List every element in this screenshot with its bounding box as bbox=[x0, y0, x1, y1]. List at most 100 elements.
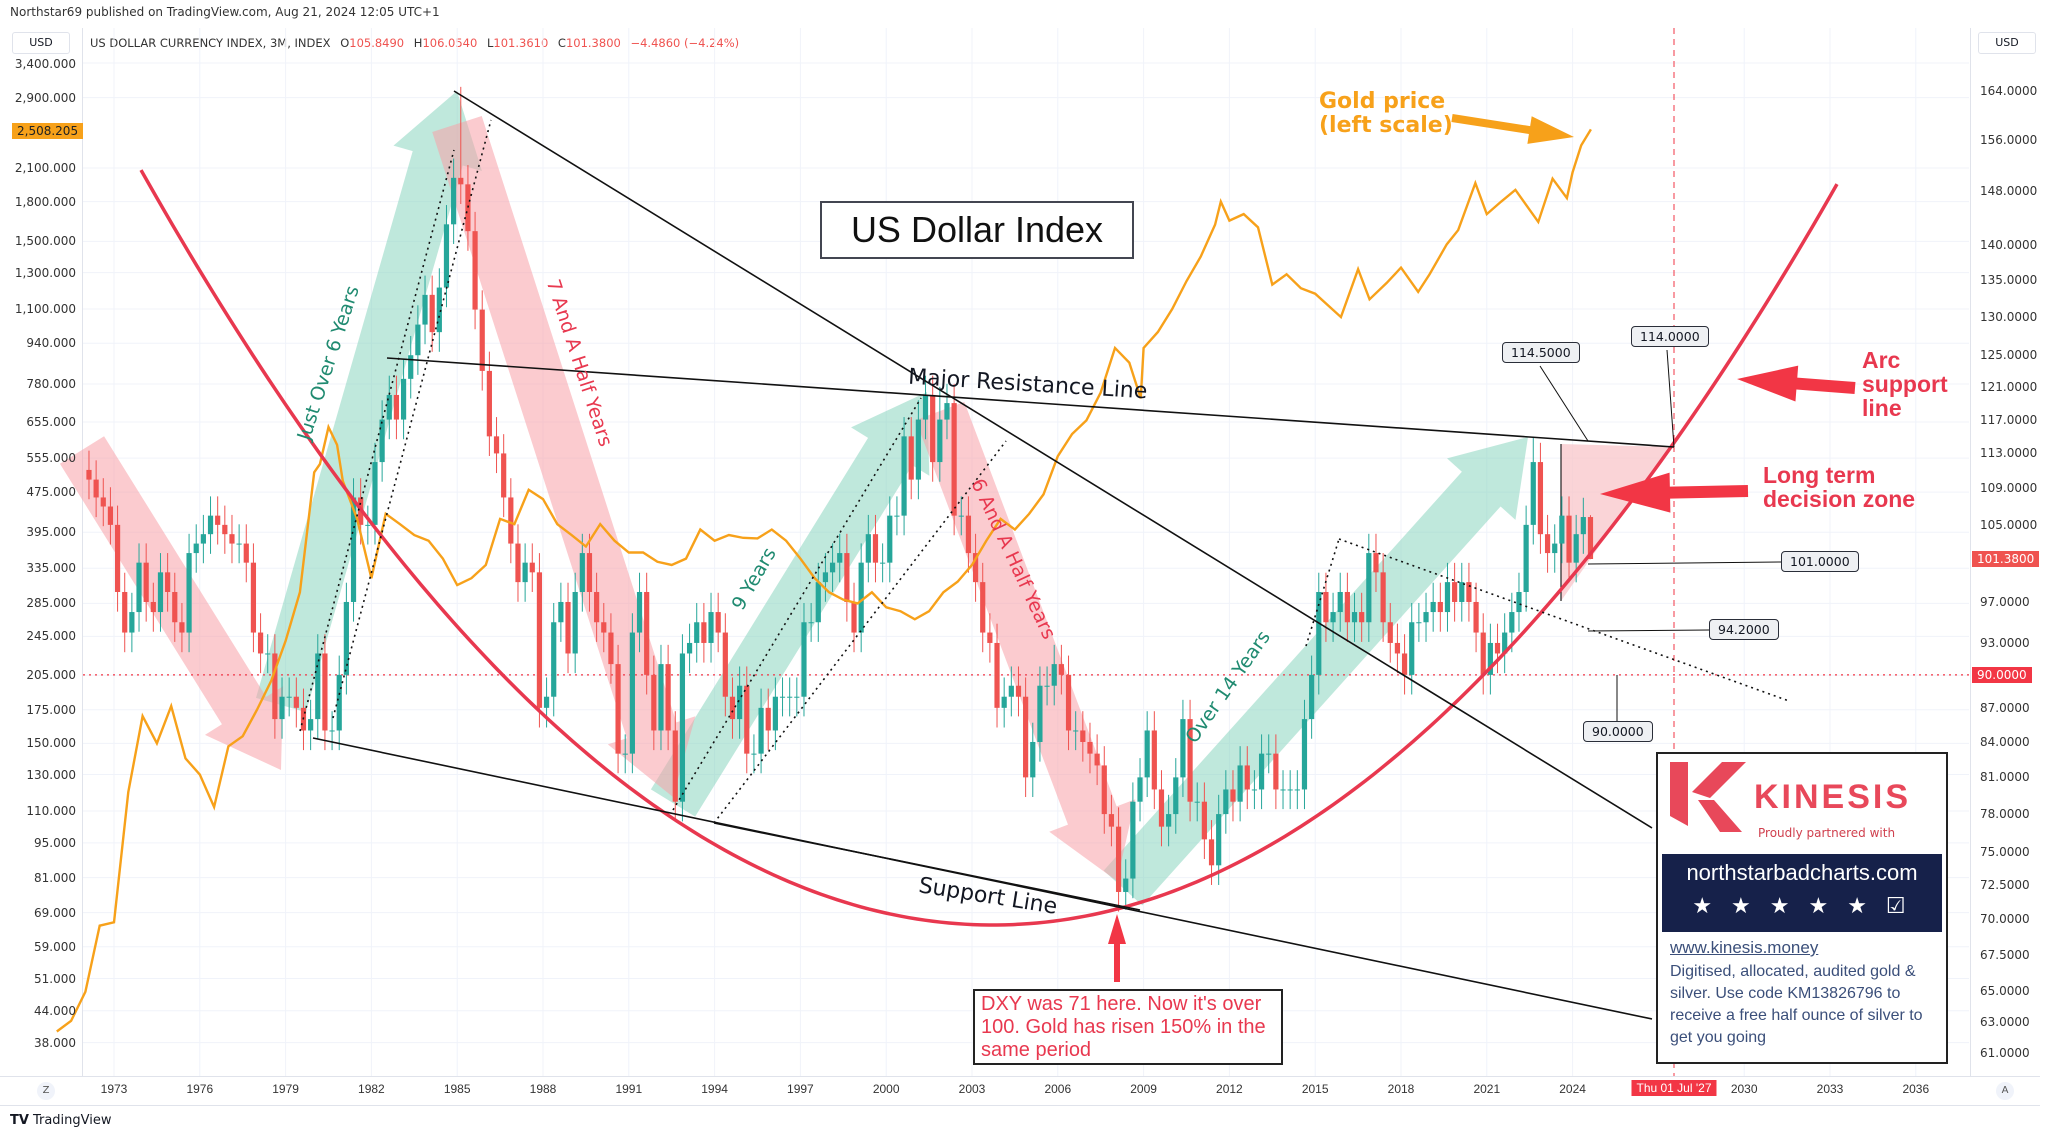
candle-body bbox=[586, 553, 593, 592]
candle bbox=[215, 496, 221, 545]
candle-body bbox=[1158, 789, 1165, 827]
candle-body bbox=[501, 453, 507, 498]
kinesis-link[interactable]: www.kinesis.money bbox=[1670, 938, 1819, 957]
auto-scale-button[interactable]: A bbox=[1996, 1082, 2014, 1100]
candle-body bbox=[772, 696, 778, 731]
candle-body bbox=[1001, 696, 1007, 708]
candle-body bbox=[779, 696, 786, 698]
candle bbox=[1273, 734, 1279, 810]
candle bbox=[922, 375, 929, 440]
candle-body bbox=[543, 696, 550, 708]
callout-114-5[interactable]: 114.5000 bbox=[1502, 342, 1580, 363]
candle bbox=[694, 602, 700, 663]
left-axis-tick: 59.000 bbox=[34, 939, 76, 954]
candle bbox=[794, 677, 800, 717]
candle bbox=[1166, 794, 1172, 847]
time-axis-tick: 2018 bbox=[1387, 1082, 1415, 1096]
candle bbox=[1394, 623, 1401, 674]
time-axis-tick: 1982 bbox=[358, 1082, 385, 1096]
left-currency-label[interactable]: USD bbox=[12, 32, 70, 54]
candle-body bbox=[629, 632, 635, 754]
candle bbox=[150, 582, 156, 632]
callout-90[interactable]: 90.0000 bbox=[1583, 721, 1653, 742]
candle bbox=[880, 543, 886, 583]
symbol-name[interactable]: US DOLLAR CURRENCY INDEX, 3M, INDEX bbox=[90, 36, 331, 50]
tradingview-logo[interactable]: TV TradingView bbox=[10, 1113, 111, 1128]
candle bbox=[851, 582, 857, 653]
candle bbox=[1452, 562, 1458, 622]
candle bbox=[944, 383, 950, 440]
candle bbox=[436, 268, 442, 352]
candle bbox=[1244, 746, 1250, 810]
candle-body bbox=[1180, 719, 1186, 778]
candle-body bbox=[1344, 591, 1350, 623]
candle-body bbox=[844, 553, 850, 602]
time-axis-tick: 1973 bbox=[100, 1082, 128, 1096]
candle bbox=[572, 572, 578, 674]
candle bbox=[1201, 782, 1207, 860]
time-axis[interactable] bbox=[0, 1076, 2040, 1106]
left-axis-tick: 1,800.000 bbox=[14, 194, 76, 209]
candle-body bbox=[951, 403, 957, 516]
kinesis-ad[interactable]: KINESIS Proudly partnered with northstar… bbox=[1656, 752, 1948, 1064]
candle-body bbox=[694, 622, 700, 643]
close-value: 101.3800 bbox=[565, 36, 621, 50]
left-axis-tick: 110.000 bbox=[26, 803, 76, 818]
right-price-axis[interactable] bbox=[1970, 28, 2041, 1076]
candle-body bbox=[579, 553, 585, 592]
candle-body bbox=[536, 572, 543, 708]
gold-label-arrow bbox=[1451, 114, 1574, 144]
callout-94-2[interactable]: 94.2000 bbox=[1709, 619, 1779, 640]
candle-body bbox=[443, 224, 450, 288]
gold-price-line bbox=[56, 128, 1592, 1033]
candle-body bbox=[751, 753, 757, 755]
channel-dotted-line bbox=[1305, 538, 1340, 647]
uptrend-arrow bbox=[256, 91, 482, 713]
right-axis-tick: 87.0000 bbox=[1980, 700, 2030, 715]
candle-body bbox=[436, 287, 442, 333]
candle bbox=[415, 305, 421, 375]
downtrend-arrow bbox=[432, 116, 696, 797]
candle bbox=[1480, 613, 1486, 695]
candle bbox=[365, 505, 371, 545]
candle bbox=[815, 562, 821, 642]
candle bbox=[422, 275, 428, 345]
candle bbox=[1015, 666, 1022, 717]
candle bbox=[1516, 572, 1522, 632]
candle-body bbox=[1423, 612, 1429, 623]
candle bbox=[1566, 496, 1572, 583]
candle bbox=[522, 543, 528, 602]
candle bbox=[1330, 592, 1336, 642]
log-scale-button[interactable]: Z bbox=[37, 1082, 55, 1100]
left-price-axis[interactable] bbox=[0, 28, 83, 1076]
candle bbox=[1137, 758, 1143, 822]
candle bbox=[1401, 634, 1408, 695]
candle-body bbox=[794, 696, 800, 698]
candle-body bbox=[315, 653, 321, 720]
candle bbox=[1037, 666, 1043, 762]
candle bbox=[1530, 438, 1536, 545]
crosshair-date-badge: Thu 01 Jul '27 bbox=[1631, 1080, 1717, 1096]
time-axis-tick: 2030 bbox=[1730, 1082, 1758, 1096]
tradingview-logo-icon: TV bbox=[10, 1113, 29, 1128]
dxy-level-badge: 90.0000 bbox=[1972, 667, 2032, 683]
candle bbox=[1144, 711, 1150, 798]
left-axis-tick: 335.000 bbox=[26, 561, 76, 576]
candle bbox=[1552, 524, 1558, 573]
left-axis-tick: 285.000 bbox=[26, 596, 76, 611]
candle-body bbox=[150, 601, 156, 613]
candle-body bbox=[822, 572, 829, 583]
candle-body bbox=[829, 562, 836, 573]
right-currency-label[interactable]: USD bbox=[1978, 32, 2036, 54]
candle-body bbox=[1330, 612, 1336, 623]
candle-body bbox=[1037, 685, 1043, 742]
callout-101[interactable]: 101.0000 bbox=[1781, 551, 1859, 572]
candle bbox=[1194, 782, 1200, 822]
candle-body bbox=[572, 591, 578, 654]
callout-114[interactable]: 114.0000 bbox=[1631, 326, 1709, 347]
right-axis-tick: 81.0000 bbox=[1980, 770, 2030, 785]
candle-body bbox=[408, 355, 414, 379]
candle bbox=[772, 677, 778, 751]
left-axis-tick: 245.000 bbox=[26, 629, 76, 644]
